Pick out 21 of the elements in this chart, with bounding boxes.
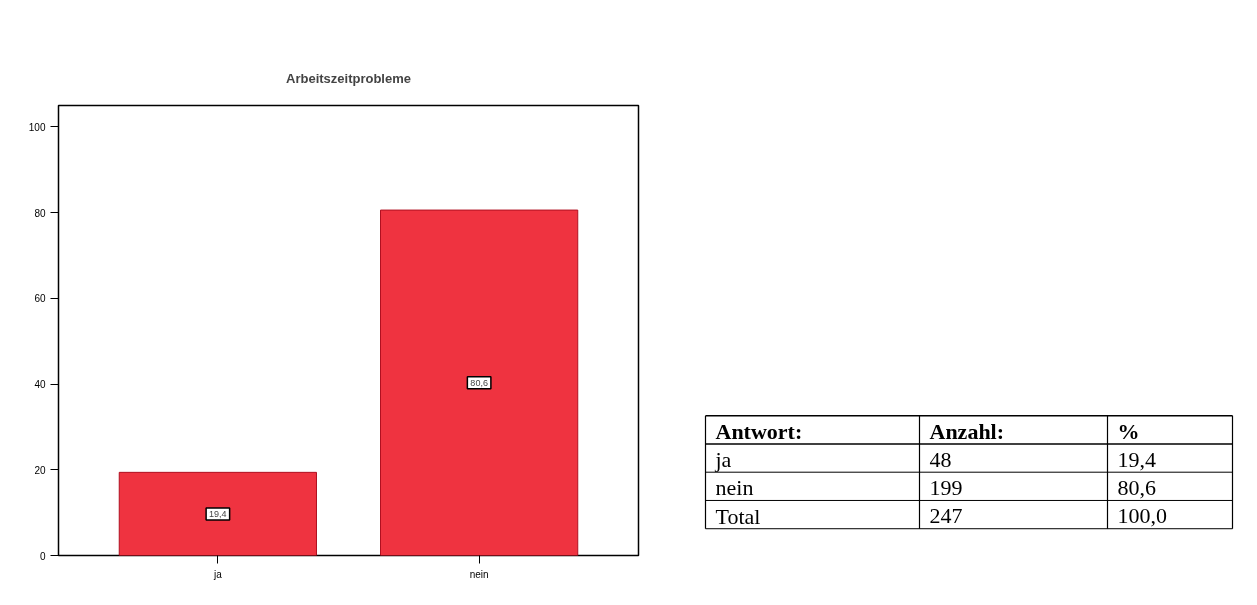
y-tick-label: 100 — [28, 121, 46, 133]
y-tick-label: 80 — [34, 207, 46, 219]
data-label: 19,4 — [209, 508, 227, 519]
text: Antwort: — [715, 418, 803, 444]
text: 247 — [929, 503, 963, 529]
text: 100,0 — [1117, 503, 1167, 529]
text: 199 — [929, 474, 963, 500]
data-label: 80,6 — [470, 377, 488, 388]
y-tick-label: 0 — [39, 550, 46, 562]
text: ja — [714, 447, 732, 473]
y-tick-label: 40 — [34, 379, 46, 391]
text: 48 — [929, 446, 952, 472]
chart-title: Arbeitszeitprobleme — [286, 70, 411, 86]
text: nein — [715, 475, 754, 501]
y-tick-label: 60 — [34, 293, 46, 305]
text: Anzahl: — [929, 418, 1005, 444]
text: Total — [715, 503, 761, 529]
text: % — [1117, 418, 1140, 444]
text: 19,4 — [1117, 446, 1156, 472]
y-tick-label: 20 — [34, 464, 46, 476]
text: 80,6 — [1117, 474, 1156, 500]
